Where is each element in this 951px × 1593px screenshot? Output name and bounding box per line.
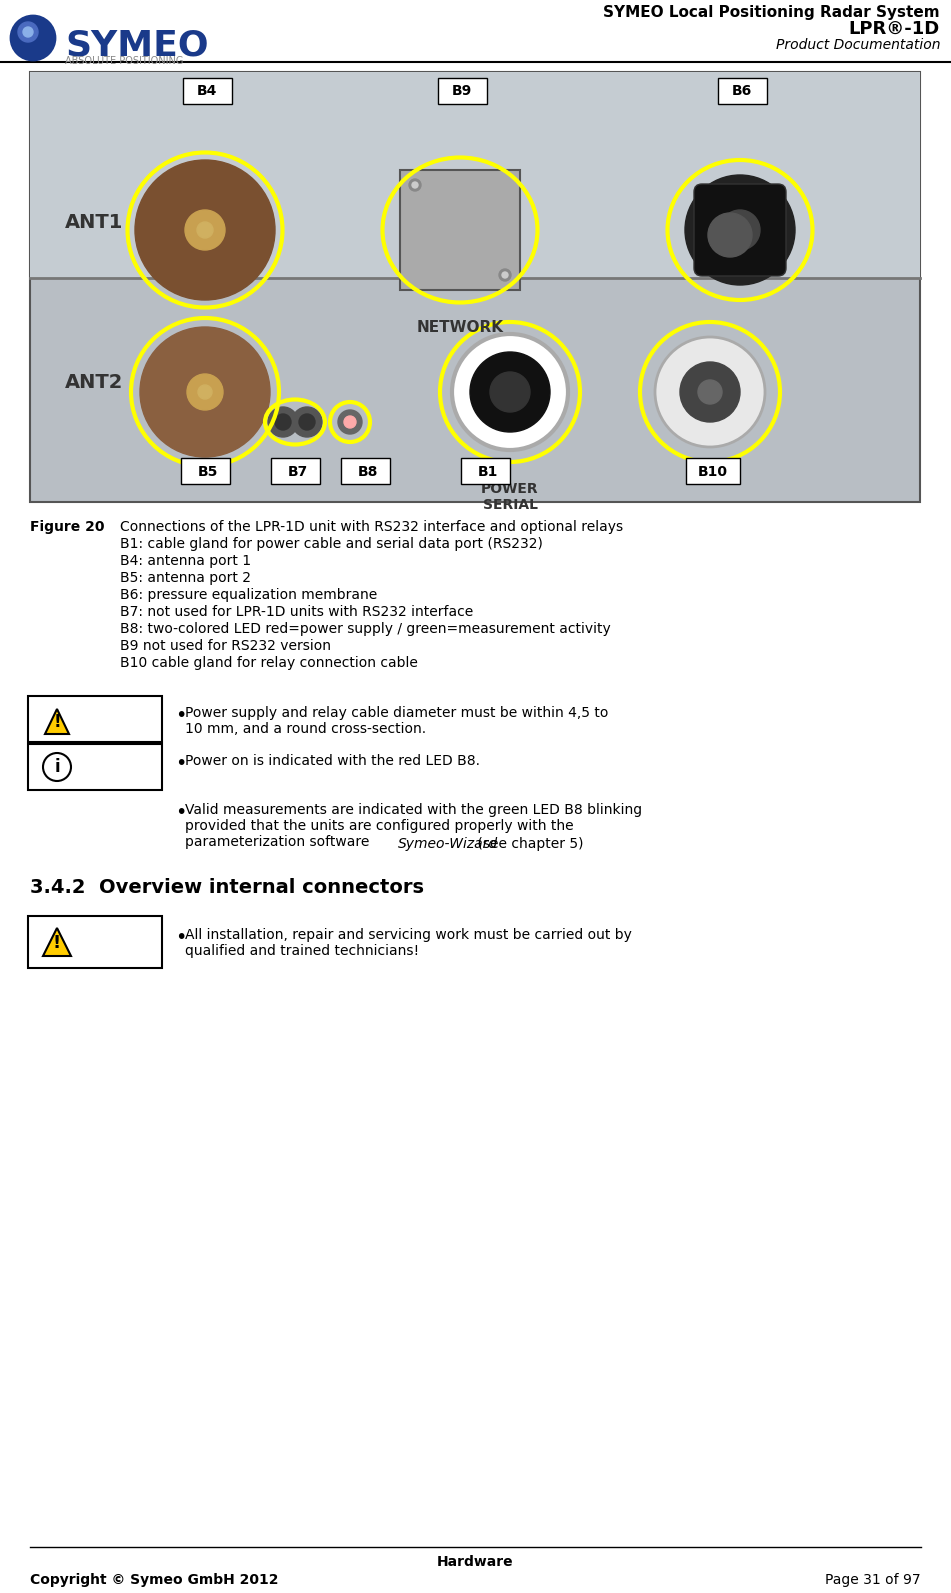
Text: B1: cable gland for power cable and serial data port (RS232): B1: cable gland for power cable and seri…: [120, 537, 543, 551]
Text: ABSOLUTE POSITIONING: ABSOLUTE POSITIONING: [65, 56, 184, 65]
FancyBboxPatch shape: [718, 78, 767, 104]
Text: ANT1: ANT1: [65, 212, 124, 231]
FancyBboxPatch shape: [438, 78, 487, 104]
Circle shape: [23, 27, 33, 37]
Circle shape: [685, 175, 795, 285]
FancyBboxPatch shape: [28, 696, 162, 742]
Text: Page 31 of 97: Page 31 of 97: [825, 1572, 921, 1587]
Text: B6: B6: [732, 84, 752, 99]
Circle shape: [18, 22, 38, 41]
FancyBboxPatch shape: [271, 459, 320, 484]
Text: B10 cable gland for relay connection cable: B10 cable gland for relay connection cab…: [120, 656, 417, 671]
Text: B5: B5: [198, 465, 218, 479]
Text: LPR®-1D: LPR®-1D: [848, 21, 940, 38]
Circle shape: [344, 416, 356, 429]
Circle shape: [655, 338, 765, 448]
Circle shape: [720, 210, 760, 250]
Text: B5: antenna port 2: B5: antenna port 2: [120, 570, 251, 585]
Text: •: •: [175, 706, 186, 725]
Text: B7: B7: [288, 465, 308, 479]
Text: Symeo-Wizard: Symeo-Wizard: [398, 836, 498, 851]
Circle shape: [135, 159, 275, 299]
FancyBboxPatch shape: [686, 459, 740, 484]
FancyBboxPatch shape: [181, 459, 230, 484]
Text: RELAY: RELAY: [686, 467, 734, 481]
Text: POWER
SERIAL: POWER SERIAL: [481, 483, 539, 513]
Circle shape: [409, 178, 421, 191]
Text: B4: antenna port 1: B4: antenna port 1: [120, 554, 251, 569]
Text: !: !: [53, 714, 61, 731]
Circle shape: [299, 414, 315, 430]
Text: Valid measurements are indicated with the green LED B8 blinking
provided that th: Valid measurements are indicated with th…: [185, 803, 642, 849]
Text: B1: B1: [477, 465, 498, 479]
Text: (see chapter 5): (see chapter 5): [473, 836, 584, 851]
Circle shape: [11, 16, 55, 61]
FancyBboxPatch shape: [28, 916, 162, 969]
Text: Figure 20: Figure 20: [30, 519, 105, 534]
Text: B8: B8: [358, 465, 378, 479]
Circle shape: [140, 327, 270, 457]
Text: B9: B9: [452, 84, 472, 99]
Text: ANT2: ANT2: [65, 373, 124, 392]
Text: Power supply and relay cable diameter must be within 4,5 to
10 mm, and a round c: Power supply and relay cable diameter mu…: [185, 706, 609, 736]
Text: Hardware: Hardware: [437, 1555, 514, 1569]
Text: Caution: Caution: [65, 712, 126, 726]
Text: •: •: [175, 929, 186, 946]
Text: NETWORK: NETWORK: [417, 320, 503, 335]
Text: Product Documentation: Product Documentation: [775, 38, 940, 53]
Circle shape: [470, 352, 550, 432]
FancyBboxPatch shape: [341, 459, 390, 484]
Circle shape: [499, 269, 511, 280]
Circle shape: [412, 182, 418, 188]
Circle shape: [268, 406, 298, 436]
FancyBboxPatch shape: [183, 78, 232, 104]
Circle shape: [292, 406, 322, 436]
Circle shape: [680, 362, 740, 422]
FancyBboxPatch shape: [400, 170, 520, 290]
Text: Copyright © Symeo GmbH 2012: Copyright © Symeo GmbH 2012: [30, 1572, 279, 1587]
Circle shape: [502, 272, 508, 279]
Text: B6: pressure equalization membrane: B6: pressure equalization membrane: [120, 588, 378, 602]
Text: Power on is indicated with the red LED B8.: Power on is indicated with the red LED B…: [185, 753, 480, 768]
FancyBboxPatch shape: [28, 744, 162, 790]
FancyBboxPatch shape: [30, 72, 920, 279]
Text: B4: B4: [197, 84, 217, 99]
Text: All installation, repair and servicing work must be carried out by
qualified and: All installation, repair and servicing w…: [185, 929, 631, 959]
FancyBboxPatch shape: [30, 72, 920, 502]
Polygon shape: [45, 709, 69, 734]
Text: SYMEO Local Positioning Radar System: SYMEO Local Positioning Radar System: [603, 5, 940, 21]
Text: SYMEO: SYMEO: [65, 29, 208, 62]
Text: Connections of the LPR-1D unit with RS232 interface and optional relays: Connections of the LPR-1D unit with RS23…: [120, 519, 623, 534]
Circle shape: [197, 221, 213, 237]
FancyBboxPatch shape: [461, 459, 510, 484]
Circle shape: [698, 381, 722, 405]
Circle shape: [338, 409, 362, 433]
Text: !: !: [53, 933, 61, 953]
Text: B9 not used for RS232 version: B9 not used for RS232 version: [120, 639, 331, 653]
Polygon shape: [43, 929, 71, 956]
FancyBboxPatch shape: [694, 185, 786, 276]
Text: •: •: [175, 753, 186, 773]
Text: i: i: [54, 758, 60, 776]
Circle shape: [187, 374, 223, 409]
Circle shape: [198, 386, 212, 398]
Text: B7: not used for LPR-1D units with RS232 interface: B7: not used for LPR-1D units with RS232…: [120, 605, 474, 620]
Text: B8: two-colored LED red=power supply / green=measurement activity: B8: two-colored LED red=power supply / g…: [120, 621, 611, 636]
Circle shape: [452, 335, 568, 449]
Circle shape: [490, 373, 530, 413]
Circle shape: [185, 210, 225, 250]
Circle shape: [275, 414, 291, 430]
Text: Note: Note: [76, 760, 114, 774]
Text: 3.4.2  Overview internal connectors: 3.4.2 Overview internal connectors: [30, 878, 424, 897]
Text: B10: B10: [698, 465, 728, 479]
Circle shape: [708, 213, 752, 256]
Text: Warning: Warning: [68, 935, 133, 949]
Text: •: •: [175, 803, 186, 822]
